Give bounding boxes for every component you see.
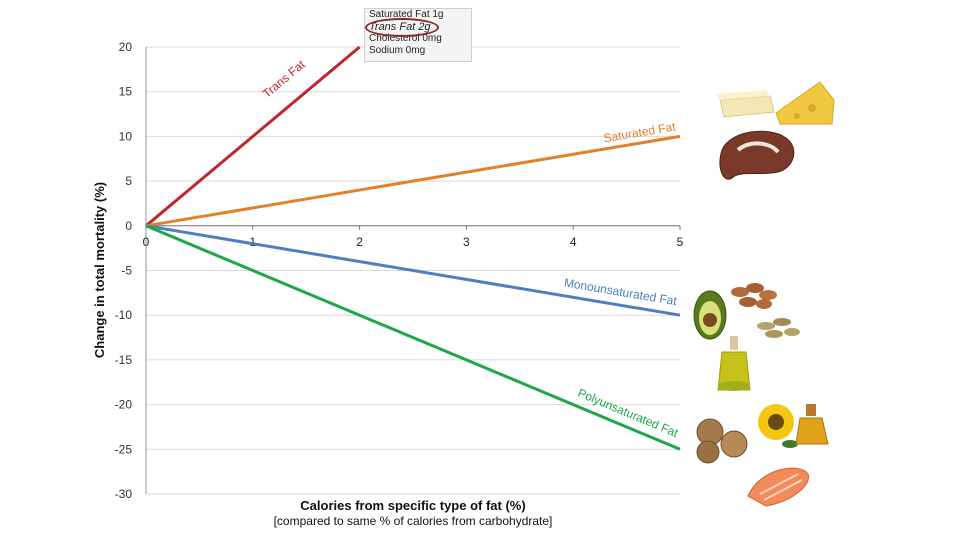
series-line	[145, 224, 681, 451]
y-tick-label: 15	[119, 85, 133, 99]
y-axis-title: Change in total mortality (%)	[92, 182, 107, 358]
salmon-icon	[747, 467, 809, 507]
x-tick-label: 3	[463, 235, 470, 249]
olive-oil-icon	[717, 336, 751, 391]
series-lines	[145, 45, 681, 451]
y-tick-label: 0	[125, 219, 132, 233]
nutrition-line-highlight: Trans Fat 2g	[365, 18, 471, 37]
nutrition-line: Saturated Fat 1g	[369, 9, 444, 20]
x-tick-label: 2	[356, 235, 363, 249]
x-tick-labels: 0 1 2 3 4 5	[143, 235, 684, 249]
x-tick-label: 4	[570, 235, 577, 249]
x-axis-title: Calories from specific type of fat (%)	[300, 498, 526, 513]
x-tick-label: 0	[143, 235, 150, 249]
x-tick-label: 1	[249, 235, 256, 249]
monounsaturated-foods	[693, 283, 800, 391]
axes	[145, 47, 681, 494]
series-label: Monounsaturated Fat	[563, 276, 678, 309]
nutrition-label-image: Saturated Fat 1g Trans Fat 2g Cholestero…	[364, 8, 472, 62]
y-tick-label: -30	[115, 487, 133, 501]
x-tick-label: 5	[677, 235, 684, 249]
y-tick-label: 20	[119, 40, 133, 54]
x-axis-subtitle: [compared to same % of calories from car…	[273, 514, 553, 528]
saturated-foods	[716, 81, 835, 180]
almonds-icon	[731, 283, 777, 309]
oil-bottle-icon	[795, 404, 829, 445]
y-tick-labels: 20 15 10 5 0 -5 -10 -15 -20 -25 -30	[115, 40, 133, 501]
meat-icon	[719, 130, 795, 180]
series-line	[145, 134, 681, 228]
walnuts-icon	[696, 418, 748, 464]
butter-icon	[716, 90, 775, 118]
nutrition-line: Sodium 0mg	[369, 45, 426, 56]
y-tick-label: 10	[119, 129, 133, 143]
series-line	[145, 224, 681, 317]
y-tick-label: -5	[121, 264, 132, 278]
y-tick-label: -10	[115, 308, 133, 322]
sunflower-icon	[758, 404, 798, 448]
avocado-icon	[693, 290, 727, 340]
y-tick-label: -15	[115, 353, 133, 367]
cheese-icon	[775, 81, 835, 125]
y-tick-label: -25	[115, 442, 133, 456]
polyunsaturated-foods	[696, 404, 829, 507]
series-label: Saturated Fat	[602, 119, 677, 145]
nutrition-line: Cholesterol 0mg	[369, 33, 442, 44]
seeds-icon	[757, 318, 800, 338]
y-tick-label: 5	[125, 174, 132, 188]
y-tick-label: -20	[115, 398, 133, 412]
series-line	[145, 45, 361, 227]
